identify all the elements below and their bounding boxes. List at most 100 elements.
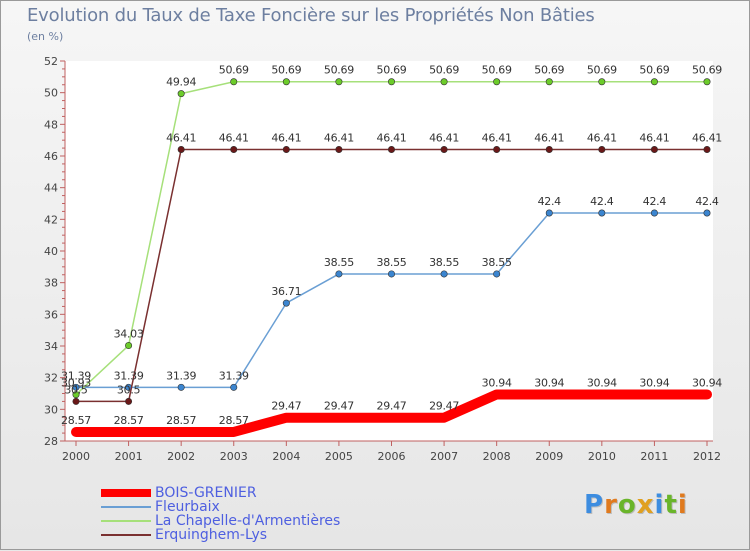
data-label: 30.94 xyxy=(692,376,722,389)
logo-letter: r xyxy=(604,490,618,520)
data-label: 42.4 xyxy=(643,195,667,208)
data-label: 46.41 xyxy=(534,132,564,145)
data-point xyxy=(545,146,553,154)
data-label: 46.41 xyxy=(482,132,512,145)
legend-label: BOIS-GRENIER xyxy=(155,485,257,501)
data-label: 28.57 xyxy=(166,414,196,427)
y-tick-label: 36 xyxy=(44,308,58,321)
data-point xyxy=(335,78,343,86)
data-point xyxy=(387,270,395,278)
data-label: 50.69 xyxy=(692,64,722,77)
x-tick-label: 2010 xyxy=(588,450,616,463)
data-label: 50.69 xyxy=(429,64,459,77)
data-label: 46.41 xyxy=(639,132,669,145)
data-label: 38.55 xyxy=(324,256,354,269)
series-line xyxy=(71,389,712,437)
legend-swatch xyxy=(101,489,151,497)
data-point xyxy=(282,299,290,307)
chart-title: Evolution du Taux de Taxe Foncière sur l… xyxy=(27,5,595,26)
data-label: 31.39 xyxy=(219,369,249,382)
x-tick-label: 2000 xyxy=(62,450,90,463)
data-label: 31.39 xyxy=(166,369,196,382)
legend-label: Fleurbaix xyxy=(155,499,220,515)
data-point xyxy=(440,146,448,154)
data-label: 46.41 xyxy=(324,132,354,145)
data-point xyxy=(598,78,606,86)
data-point xyxy=(703,146,711,154)
data-label: 30.94 xyxy=(482,376,512,389)
data-label: 29.47 xyxy=(377,400,407,413)
data-label: 34.03 xyxy=(114,328,144,341)
y-axis-unit: (en %) xyxy=(27,30,64,43)
data-point xyxy=(440,270,448,278)
data-point xyxy=(282,78,290,86)
x-tick-label: 2003 xyxy=(220,450,248,463)
data-point xyxy=(125,397,133,405)
logo-letter: t xyxy=(664,490,678,520)
y-tick-label: 44 xyxy=(44,182,58,195)
data-label: 28.57 xyxy=(114,414,144,427)
data-point xyxy=(440,78,448,86)
data-point xyxy=(703,209,711,217)
data-label: 50.69 xyxy=(271,64,301,77)
data-label: 50.69 xyxy=(482,64,512,77)
data-point xyxy=(545,209,553,217)
y-tick-label: 28 xyxy=(44,435,58,448)
logo-letter: i xyxy=(654,490,665,520)
legend-swatch xyxy=(101,506,151,508)
data-label: 50.69 xyxy=(639,64,669,77)
legend: BOIS-GRENIER Fleurbaix La Chapelle-d'Armen… xyxy=(101,486,340,542)
data-point xyxy=(387,146,395,154)
data-label: 46.41 xyxy=(429,132,459,145)
data-label: 50.69 xyxy=(534,64,564,77)
data-label: 29.47 xyxy=(429,400,459,413)
data-point xyxy=(177,90,185,98)
data-label: 50.69 xyxy=(377,64,407,77)
x-tick-label: 2009 xyxy=(535,450,563,463)
data-label: 30.5 xyxy=(117,383,141,396)
x-tick-label: 2004 xyxy=(272,450,300,463)
x-tick-label: 2001 xyxy=(115,450,143,463)
data-point xyxy=(650,78,658,86)
y-tick-label: 48 xyxy=(44,118,58,131)
logo-letter: i xyxy=(677,490,688,520)
legend-item: Fleurbaix xyxy=(101,500,340,514)
data-label: 50.69 xyxy=(219,64,249,77)
data-point xyxy=(125,342,133,350)
y-tick-label: 30 xyxy=(44,403,58,416)
data-label: 30.94 xyxy=(639,376,669,389)
data-point xyxy=(282,146,290,154)
x-tick-label: 2008 xyxy=(483,450,511,463)
data-label: 30.94 xyxy=(534,376,564,389)
data-point xyxy=(72,391,80,399)
y-tick-label: 52 xyxy=(44,55,58,68)
data-point xyxy=(335,146,343,154)
y-tick-label: 46 xyxy=(44,150,58,163)
data-label: 28.57 xyxy=(61,414,91,427)
data-point xyxy=(230,78,238,86)
data-label: 38.55 xyxy=(377,256,407,269)
data-label: 30.94 xyxy=(587,376,617,389)
data-label: 46.41 xyxy=(692,132,722,145)
data-label: 29.47 xyxy=(271,400,301,413)
legend-swatch xyxy=(101,534,151,536)
data-label: 28.57 xyxy=(219,414,249,427)
data-point xyxy=(335,270,343,278)
data-label: 42.4 xyxy=(538,195,562,208)
data-label: 31.39 xyxy=(114,369,144,382)
data-label: 46.41 xyxy=(587,132,617,145)
data-label: 31.39 xyxy=(61,369,91,382)
data-point xyxy=(545,78,553,86)
data-point xyxy=(598,209,606,217)
x-tick-label: 2005 xyxy=(325,450,353,463)
data-label: 46.41 xyxy=(271,132,301,145)
data-label: 42.4 xyxy=(695,195,719,208)
data-label: 50.69 xyxy=(324,64,354,77)
data-label: 38.55 xyxy=(429,256,459,269)
legend-item: La Chapelle-d'Armentières xyxy=(101,514,340,528)
y-tick-label: 32 xyxy=(44,372,58,385)
data-point xyxy=(493,146,501,154)
legend-item: BOIS-GRENIER xyxy=(101,486,340,500)
data-label: 50.69 xyxy=(587,64,617,77)
